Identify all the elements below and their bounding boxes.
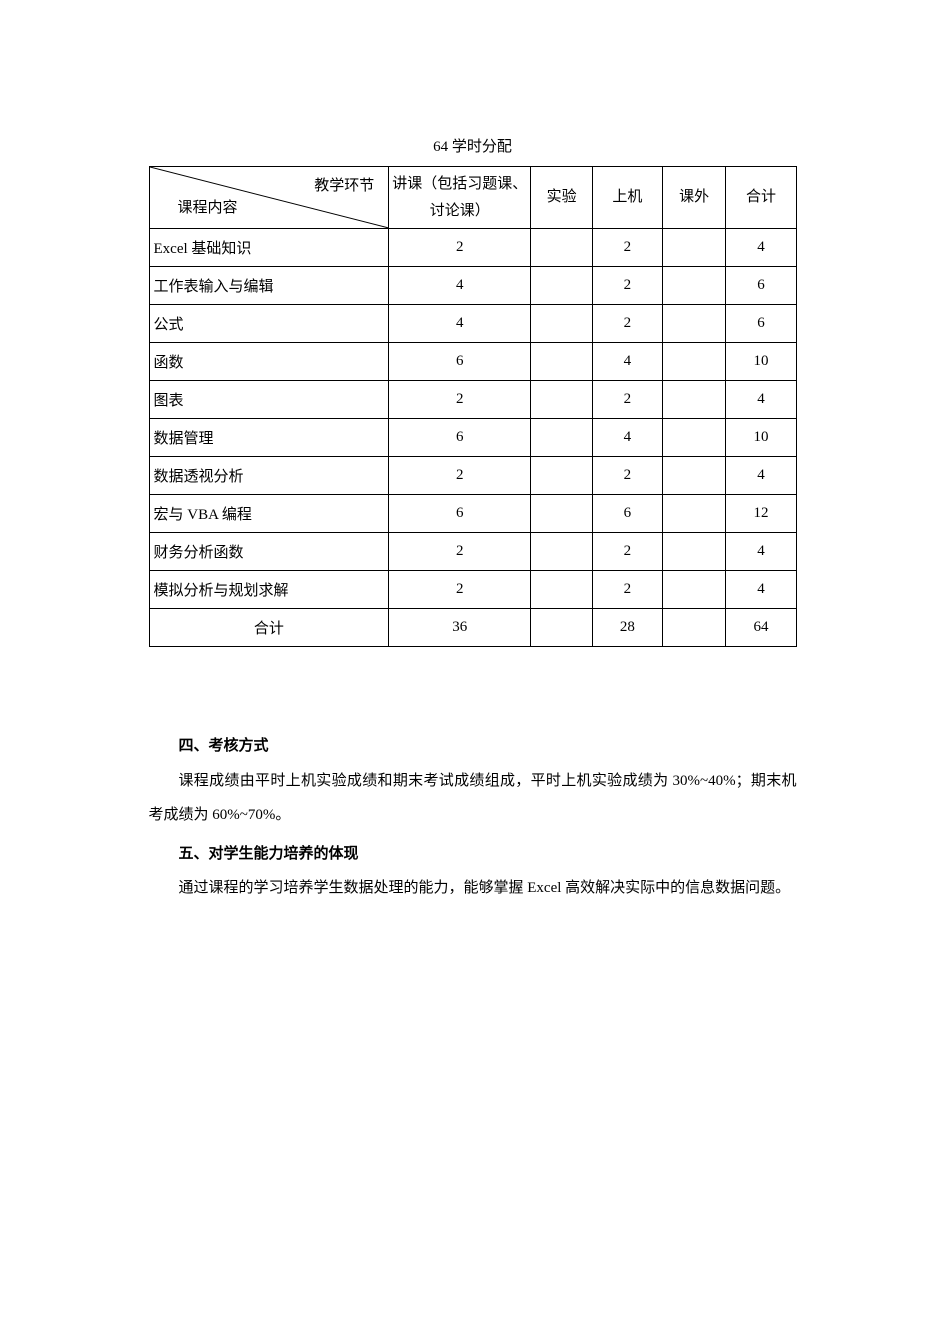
cell [662,381,726,419]
cell [531,495,593,533]
table-row: 宏与 VBA 编程 6 6 12 [149,495,796,533]
cell: 4 [726,457,796,495]
table-row: 公式 4 2 6 [149,305,796,343]
cell: 2 [592,381,662,419]
row-label: 公式 [149,305,389,343]
cell: 6 [389,495,531,533]
cell: 6 [592,495,662,533]
row-label: 财务分析函数 [149,533,389,571]
cell [662,305,726,343]
col-header-lecture: 讲课（包括习题课、讨论课） [389,167,531,229]
cell: 2 [592,533,662,571]
cell [531,305,593,343]
cell [662,419,726,457]
row-label: 图表 [149,381,389,419]
cell: 10 [726,343,796,381]
cell [662,533,726,571]
row-label: 数据透视分析 [149,457,389,495]
cell [662,267,726,305]
cell: 4 [726,229,796,267]
cell: 4 [389,305,531,343]
cell: 2 [592,457,662,495]
cell: 2 [592,305,662,343]
cell: 28 [592,609,662,647]
section-5-body: 通过课程的学习培养学生数据处理的能力，能够掌握 Excel 高效解决实际中的信息… [149,871,797,906]
cell: 4 [592,343,662,381]
cell [531,609,593,647]
cell: 2 [389,381,531,419]
table-row: 财务分析函数 2 2 4 [149,533,796,571]
cell: 4 [592,419,662,457]
row-label: Excel 基础知识 [149,229,389,267]
content-section: 四、考核方式 课程成绩由平时上机实验成绩和期末考试成绩组成，平时上机实验成绩为 … [149,729,797,906]
row-label: 工作表输入与编辑 [149,267,389,305]
table-title: 64 学时分配 [0,135,945,156]
cell [662,343,726,381]
cell: 2 [592,267,662,305]
section-5-heading: 五、对学生能力培养的体现 [149,837,797,872]
cell: 4 [726,533,796,571]
cell [662,229,726,267]
cell: 6 [726,305,796,343]
table-row: Excel 基础知识 2 2 4 [149,229,796,267]
diagonal-header-top: 教学环节 [314,173,374,200]
col-header-total: 合计 [726,167,796,229]
row-label: 模拟分析与规划求解 [149,571,389,609]
cell [662,495,726,533]
cell: 2 [389,533,531,571]
cell [531,419,593,457]
table-row: 模拟分析与规划求解 2 2 4 [149,571,796,609]
cell [531,571,593,609]
cell [531,267,593,305]
table-row: 函数 6 4 10 [149,343,796,381]
col-header-lab: 上机 [592,167,662,229]
cell: 6 [726,267,796,305]
cell: 64 [726,609,796,647]
section-4-body: 课程成绩由平时上机实验成绩和期末考试成绩组成，平时上机实验成绩为 30%~40%… [149,764,797,833]
col-header-experiment: 实验 [531,167,593,229]
cell: 4 [726,571,796,609]
cell: 2 [389,571,531,609]
section-4-heading: 四、考核方式 [149,729,797,764]
cell: 6 [389,343,531,381]
cell [662,609,726,647]
cell: 4 [726,381,796,419]
table-row: 工作表输入与编辑 4 2 6 [149,267,796,305]
col-header-extra: 课外 [662,167,726,229]
diagonal-header-cell: 教学环节 课程内容 [149,167,389,229]
cell [531,229,593,267]
cell: 2 [389,229,531,267]
cell: 10 [726,419,796,457]
footer-label: 合计 [149,609,389,647]
table-footer-row: 合计 36 28 64 [149,609,796,647]
cell [662,457,726,495]
hours-allocation-table: 教学环节 课程内容 讲课（包括习题课、讨论课） 实验 上机 课外 合计 Exce… [149,166,797,647]
cell [531,457,593,495]
diagonal-header-bottom: 课程内容 [178,195,238,222]
cell [531,343,593,381]
table-row: 图表 2 2 4 [149,381,796,419]
cell: 12 [726,495,796,533]
cell: 36 [389,609,531,647]
table-row: 数据透视分析 2 2 4 [149,457,796,495]
cell: 2 [592,229,662,267]
cell [662,571,726,609]
row-label: 函数 [149,343,389,381]
cell: 2 [389,457,531,495]
cell: 4 [389,267,531,305]
cell [531,533,593,571]
table-header-row: 教学环节 课程内容 讲课（包括习题课、讨论课） 实验 上机 课外 合计 [149,167,796,229]
table-body: Excel 基础知识 2 2 4 工作表输入与编辑 4 2 6 公式 4 2 6… [149,229,796,647]
table-row: 数据管理 6 4 10 [149,419,796,457]
row-label: 数据管理 [149,419,389,457]
row-label: 宏与 VBA 编程 [149,495,389,533]
cell [531,381,593,419]
cell: 2 [592,571,662,609]
cell: 6 [389,419,531,457]
